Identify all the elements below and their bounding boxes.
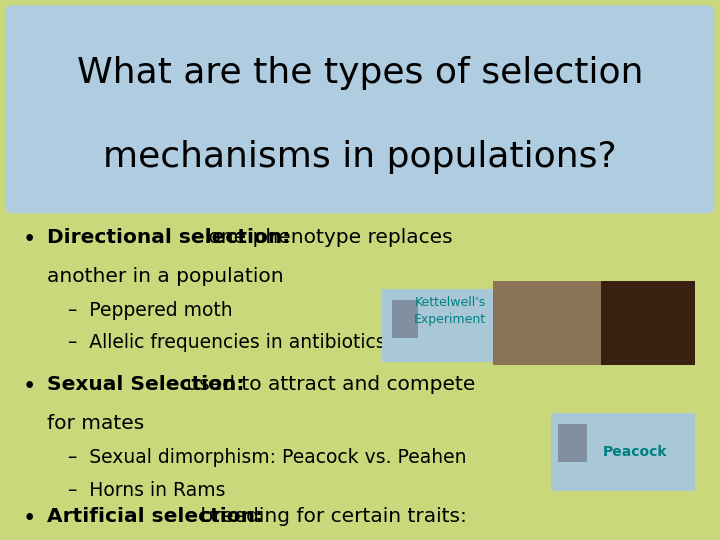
Text: used to attract and compete: used to attract and compete (180, 375, 475, 394)
Text: –  Peppered moth: – Peppered moth (68, 301, 233, 320)
FancyBboxPatch shape (382, 289, 493, 362)
FancyBboxPatch shape (551, 413, 695, 491)
Bar (392, 300, 418, 338)
Text: Sexual Selection:: Sexual Selection: (47, 375, 244, 394)
Text: another in a population: another in a population (47, 267, 284, 286)
Bar (558, 424, 587, 462)
Text: –  Horns in Rams: – Horns in Rams (68, 481, 226, 500)
Bar (493, 281, 601, 364)
Text: mechanisms in populations?: mechanisms in populations? (103, 140, 617, 173)
Text: •: • (23, 228, 37, 251)
Text: Peacock: Peacock (603, 445, 667, 459)
Text: Kettelwell's
Experiment: Kettelwell's Experiment (414, 295, 486, 326)
Text: What are the types of selection: What are the types of selection (77, 56, 643, 90)
Text: breeding for certain traits:: breeding for certain traits: (194, 507, 467, 525)
Text: –  Allelic frequencies in antibiotics: – Allelic frequencies in antibiotics (68, 333, 386, 352)
Text: for mates: for mates (47, 414, 144, 433)
FancyBboxPatch shape (6, 5, 714, 213)
Text: Artificial selection:: Artificial selection: (47, 507, 263, 525)
Text: one phenotype replaces: one phenotype replaces (202, 228, 452, 247)
Text: •: • (23, 375, 37, 399)
Text: Directional selection:: Directional selection: (47, 228, 290, 247)
Text: •: • (23, 507, 37, 530)
Text: –  Sexual dimorphism: Peacock vs. Peahen: – Sexual dimorphism: Peacock vs. Peahen (68, 448, 467, 467)
Bar (601, 281, 695, 364)
